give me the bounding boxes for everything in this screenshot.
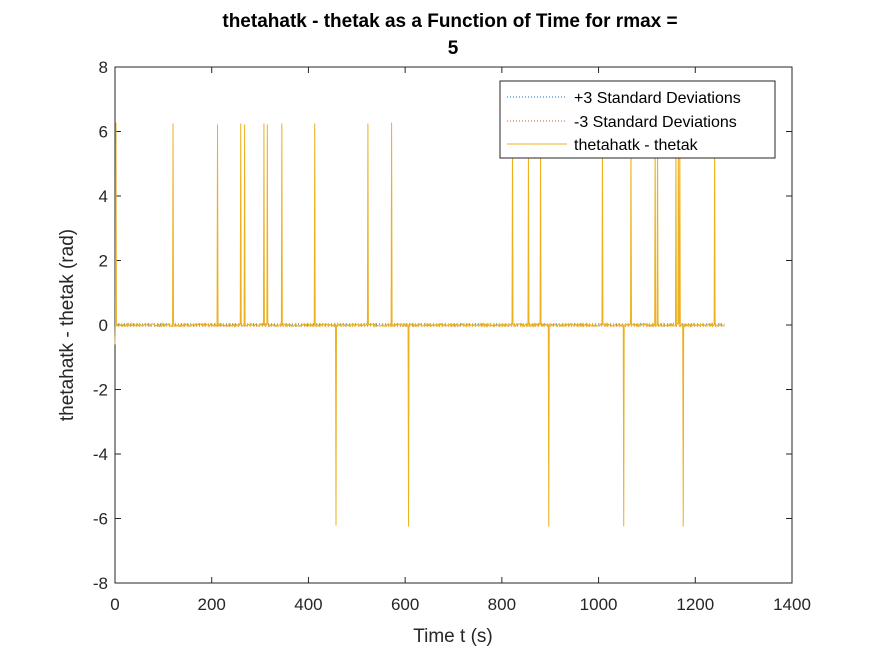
chart-title-line-1: thetahatk - thetak as a Function of Time… [222,11,677,32]
y-tick-label: 6 [99,123,108,142]
y-tick-label: 0 [99,316,108,335]
legend-label-error: thetahatk - thetak [574,137,699,154]
y-tick-label: -2 [93,381,108,400]
x-tick-label: 1000 [580,595,618,614]
y-tick-label: -8 [93,574,108,593]
legend: +3 Standard Deviations -3 Standard Devia… [499,80,776,159]
x-tick-label: 1400 [773,595,811,614]
y-tick-label: -4 [93,445,108,464]
x-tick-label: 1200 [676,595,714,614]
y-tick-label: 4 [99,187,108,206]
axis-ticks: 0 200 400 600 800 1000 1200 1400 -8 -6 -4 -2 0 2 4 6 8 [93,58,811,614]
plot-lines [114,122,725,527]
legend-label-plus3sd: +3 Standard Deviations [574,90,741,107]
x-tick-label: 800 [488,595,516,614]
legend-box [499,80,776,159]
x-axis-label: Time t (s) [413,626,493,647]
chart-title-line-2: 5 [448,38,459,59]
y-tick-label: 8 [99,58,108,77]
x-tick-label: 400 [294,595,322,614]
y-tick-label: -6 [93,510,108,529]
y-tick-label: 2 [99,252,108,271]
x-tick-label: 600 [391,595,419,614]
legend-label-minus3sd: -3 Standard Deviations [574,114,737,131]
series-error-line [114,122,725,527]
x-tick-label: 200 [198,595,226,614]
x-tick-label: 0 [110,595,119,614]
y-axis-label: thetahatk - thetak (rad) [57,229,78,421]
